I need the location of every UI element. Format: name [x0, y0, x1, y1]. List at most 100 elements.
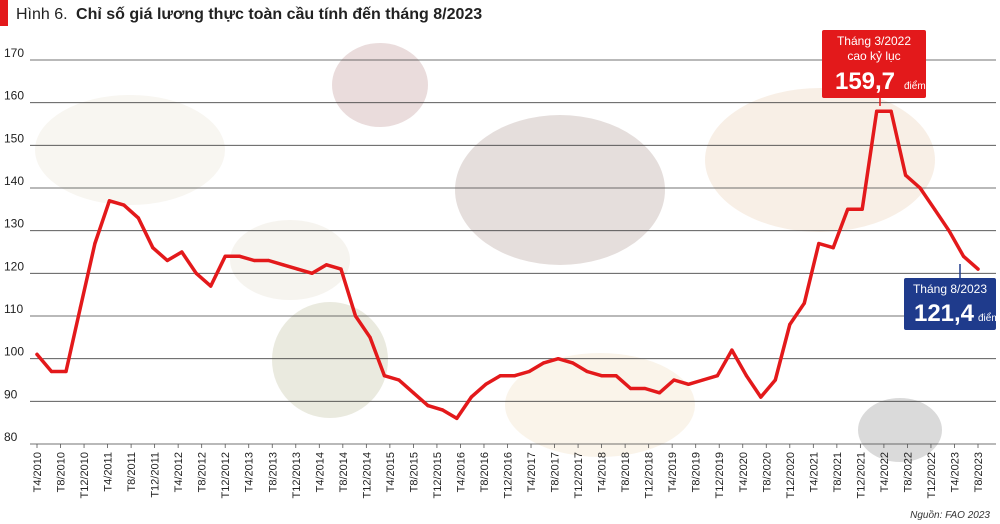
data-point [78, 305, 82, 310]
figure-label: Hình 6. [16, 6, 68, 23]
y-tick-label: 120 [4, 259, 24, 273]
peak-callout-line1: Tháng 3/2022 [837, 34, 911, 48]
data-point [513, 374, 517, 378]
data-point [571, 361, 575, 365]
data-point [831, 246, 835, 250]
data-point [759, 395, 763, 399]
x-tick-label: T4/2011 [103, 452, 115, 492]
data-point [194, 271, 198, 275]
y-tick-label: 140 [4, 174, 24, 188]
data-point [411, 391, 415, 395]
latest-callout-value: 121,4 [914, 300, 975, 327]
y-tick-label: 130 [4, 217, 24, 231]
data-point [629, 386, 633, 391]
data-point [35, 352, 39, 356]
x-axis-ticks: T4/2010 T8/2010 T12/2010 T4/2011 T8/2011 T12/… [32, 444, 985, 498]
data-point [585, 369, 589, 374]
data-point [281, 263, 285, 267]
data-point [614, 374, 618, 378]
data-point [715, 374, 720, 378]
y-tick-label: 90 [4, 387, 18, 401]
data-point [484, 382, 488, 386]
x-tick-label: T4/2019 [667, 452, 679, 492]
y-tick-label: 110 [4, 302, 23, 316]
peak-callout-value: 159,7 [835, 68, 895, 95]
x-tick-label: T8/2017 [550, 452, 562, 492]
x-tick-label: T8/2020 [761, 452, 773, 492]
data-point [643, 386, 647, 391]
bg-blob [332, 43, 428, 127]
series-line [35, 109, 980, 421]
data-point [267, 258, 271, 263]
data-point [469, 395, 473, 399]
bg-blob [272, 302, 388, 418]
x-tick-label: T12/2013 [291, 452, 303, 498]
data-point [440, 408, 444, 412]
x-tick-label: T12/2014 [361, 452, 373, 498]
data-point [600, 374, 604, 378]
data-point [49, 369, 54, 374]
series-group [35, 109, 980, 421]
data-point [542, 361, 546, 365]
data-point [296, 267, 300, 271]
x-tick-label: T12/2018 [644, 452, 656, 498]
data-point [93, 241, 97, 246]
data-point [817, 241, 821, 246]
peak-callout-unit: điểm [904, 80, 926, 92]
data-point [238, 254, 242, 258]
peak-callout: Tháng 3/2022 cao kỷ lục 159,7 điểm [822, 30, 926, 106]
data-point [498, 374, 502, 378]
source-note: Nguồn: FAO 2023 [910, 509, 990, 521]
x-tick-label: T4/2023 [949, 452, 961, 492]
data-point [397, 378, 401, 382]
x-tick-label: T12/2022 [926, 452, 938, 498]
data-point [165, 258, 169, 263]
data-point [107, 199, 111, 203]
x-tick-label: T12/2020 [785, 452, 797, 498]
x-tick-label: T12/2010 [79, 452, 91, 498]
x-tick-label: T4/2021 [808, 452, 820, 492]
x-tick-label: T8/2014 [338, 452, 350, 492]
data-point [773, 378, 777, 382]
data-point [744, 374, 749, 378]
latest-callout: Tháng 8/2023 121,4 điểm [904, 264, 1000, 330]
data-point [672, 378, 676, 382]
data-point [802, 301, 806, 305]
x-tick-label: T12/2011 [150, 452, 162, 498]
x-tick-label: T8/2011 [126, 452, 138, 492]
data-point [122, 203, 126, 207]
latest-callout-unit: điểm [978, 312, 1000, 324]
y-axis-ticks: 80 90 100 110 120 130 140 150 160 170 [4, 46, 24, 444]
bg-blob [455, 115, 665, 265]
data-point [846, 207, 850, 211]
data-point [933, 207, 937, 211]
chart-title: Hình 6. Chỉ số giá lương thực toàn cầu t… [16, 6, 482, 23]
x-tick-label: T4/2010 [32, 452, 44, 492]
data-point [455, 416, 459, 420]
x-tick-label: T8/2010 [56, 452, 68, 492]
x-tick-label: T8/2018 [620, 452, 632, 492]
bg-blob [35, 95, 225, 205]
x-tick-label: T8/2022 [902, 452, 914, 492]
data-point [701, 378, 705, 382]
data-point [976, 267, 980, 271]
data-point [382, 374, 386, 378]
bg-blob [705, 88, 935, 232]
y-tick-label: 160 [4, 89, 24, 103]
background-decoration [35, 43, 942, 462]
x-tick-label: T4/2020 [738, 452, 750, 492]
data-point [324, 263, 329, 267]
data-point [252, 258, 256, 263]
data-point [209, 284, 213, 288]
x-tick-label: T8/2012 [197, 452, 209, 492]
data-point [556, 357, 560, 361]
latest-callout-box [904, 278, 996, 330]
bg-blob [230, 220, 350, 300]
data-point [223, 254, 227, 258]
y-tick-label: 100 [4, 345, 24, 359]
x-tick-label: T8/2013 [267, 452, 279, 492]
title-text: Chỉ số giá lương thực toàn cầu tính đến … [76, 6, 482, 23]
data-point [918, 186, 922, 190]
